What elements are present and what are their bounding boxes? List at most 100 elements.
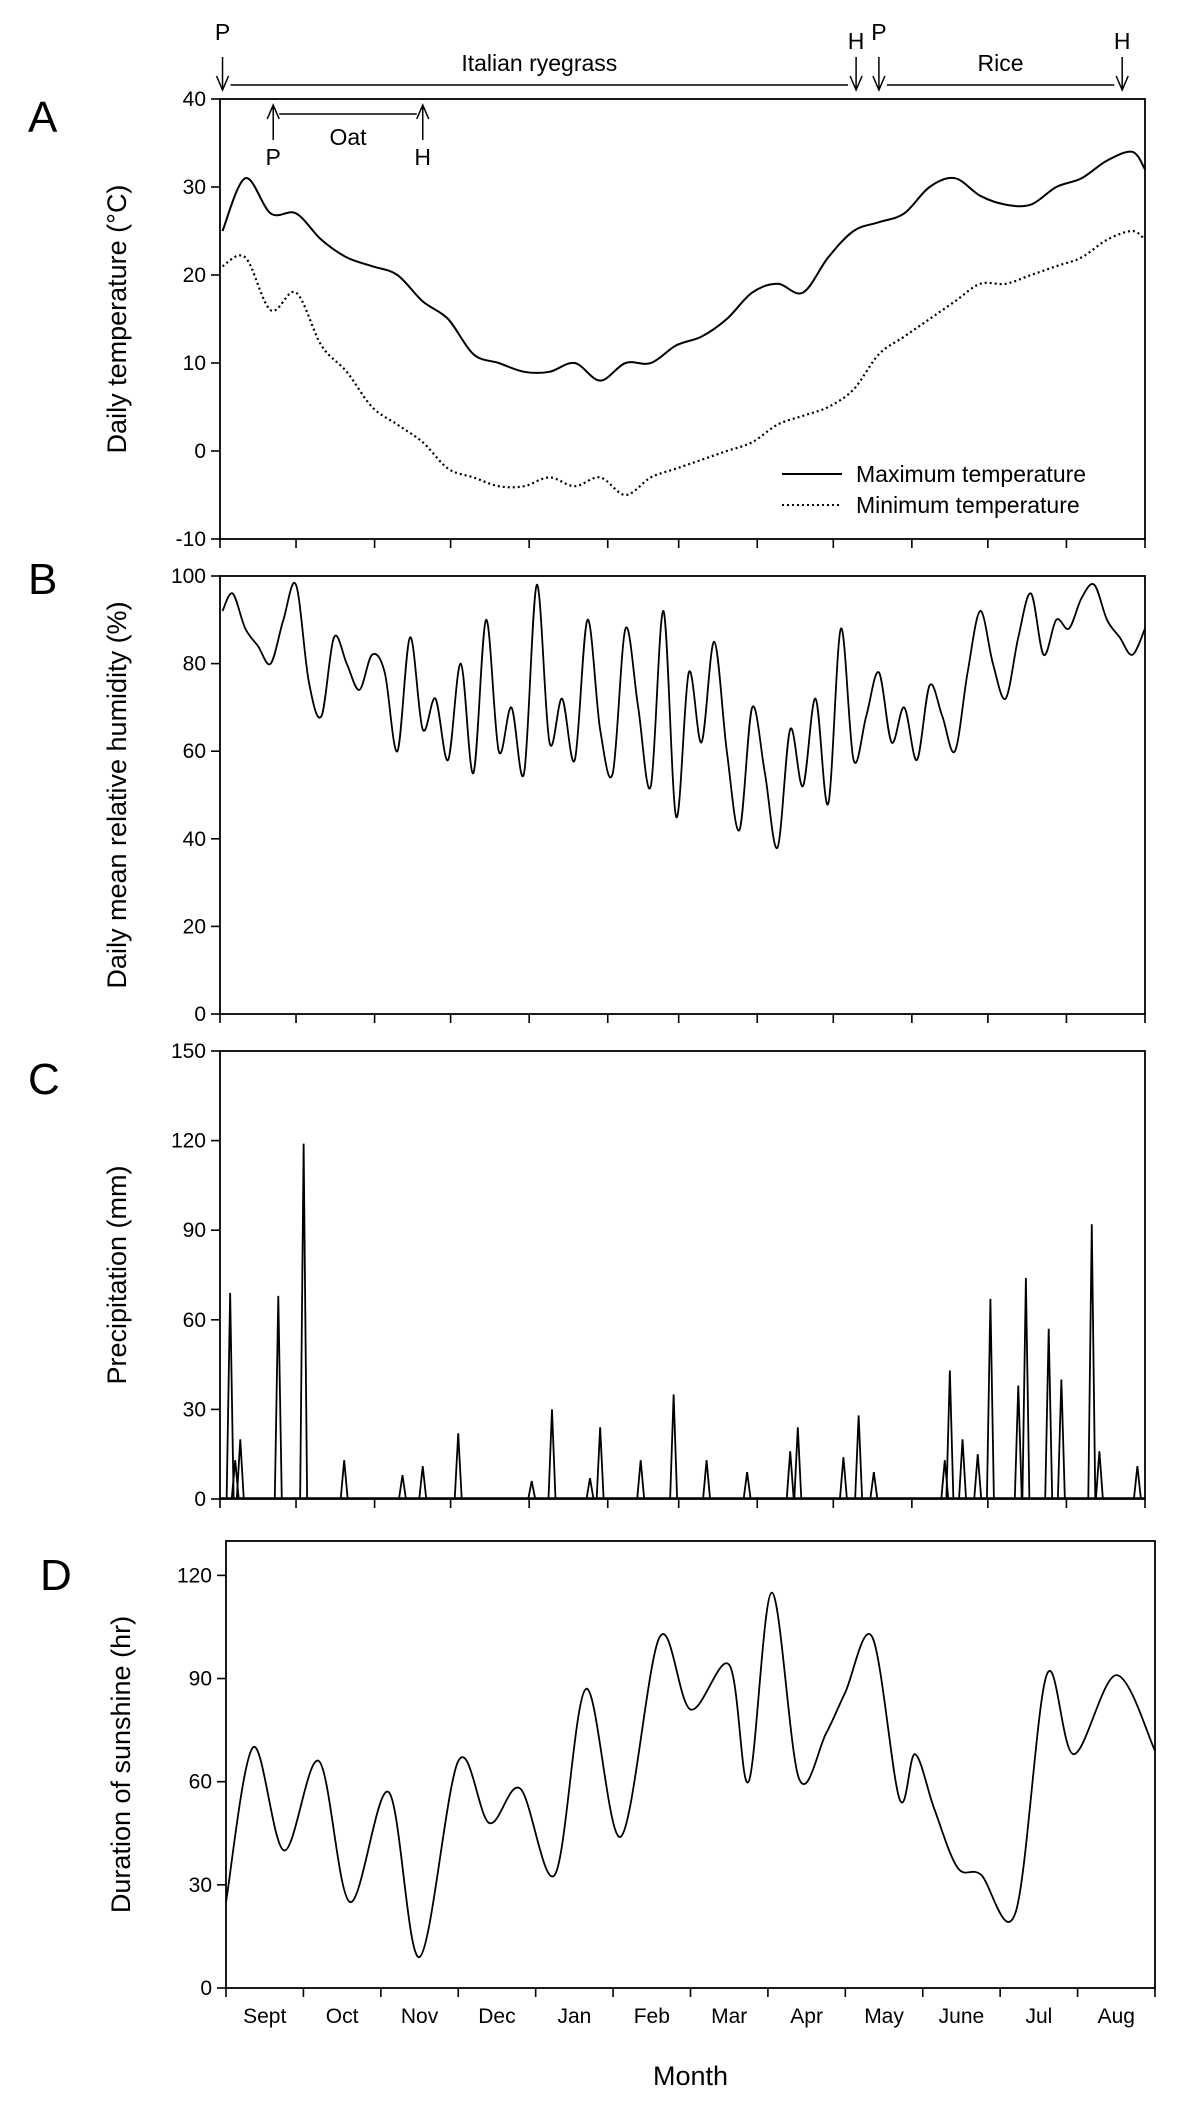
y-tick-label: 120	[171, 1130, 206, 1153]
y-tick-label: 20	[183, 264, 206, 287]
precipitation-event	[636, 1460, 646, 1500]
y-tick-label: 100	[171, 565, 206, 588]
precipitation-event	[453, 1433, 463, 1500]
precipitation-event	[702, 1460, 711, 1500]
panel-d-sunshine: 0 30 60 90 120 Duration of sunshine (hr) D Sept…	[40, 1540, 1156, 2091]
precipitation-event	[1094, 1451, 1104, 1500]
ryegrass-arrow-head	[215, 75, 230, 92]
y-axis-title: Duration of sunshine (hr)	[106, 1616, 136, 1913]
precipitation-event	[1013, 1385, 1023, 1500]
x-tick-label: Apr	[790, 2005, 823, 2028]
x-tick-label: Jan	[557, 2005, 591, 2028]
precipitation-event	[273, 1295, 283, 1500]
panel-letter: B	[28, 555, 57, 604]
y-tick-label: 0	[200, 1977, 212, 2000]
precipitation-event	[339, 1460, 349, 1500]
plot-frame	[219, 575, 1146, 1015]
max-temperature-line	[221, 150, 1146, 382]
y-tick-label: 90	[183, 1219, 206, 1242]
precipitation-event	[742, 1472, 752, 1500]
rice-arrow-head	[1115, 75, 1129, 92]
precipitation-event	[973, 1454, 983, 1500]
panel-b-humidity: 0 20 40 60 80 100 Daily mean relative humidity…	[28, 555, 1146, 1026]
panel-a-temperature: -10 0 10 20 30 40 Daily temperature (°C) A Maxim…	[28, 19, 1146, 551]
precipitation-event	[958, 1439, 967, 1500]
precipitation-event	[527, 1480, 537, 1500]
humidity-line	[221, 581, 1146, 849]
y-tick-label: 120	[177, 1564, 212, 1587]
precipitation-event	[299, 1143, 309, 1500]
precipitation-event	[1044, 1328, 1054, 1500]
plot-frame	[225, 1540, 1156, 1989]
precipitation-event	[869, 1472, 879, 1500]
x-axis-title: Month	[653, 2061, 728, 2091]
x-tick-label: Jul	[1025, 2005, 1052, 2028]
legend-max-label: Maximum temperature	[856, 461, 1086, 487]
precipitation-event	[1133, 1466, 1142, 1500]
precipitation-event	[595, 1427, 605, 1500]
rice-harvest-label: H	[1114, 28, 1131, 54]
rice-plant-label: P	[871, 19, 886, 45]
y-tick-label: 30	[189, 1874, 212, 1897]
plot-frame	[219, 98, 1146, 540]
ryegrass-name-label: Italian ryegrass	[461, 50, 617, 76]
plot-frame	[219, 1050, 1146, 1500]
rice-arrow-head	[872, 75, 886, 92]
precipitation-event	[839, 1457, 848, 1500]
x-tick-label: Feb	[634, 2005, 670, 2028]
precipitation-event	[547, 1409, 557, 1500]
x-tick-label: Mar	[711, 2005, 747, 2028]
x-tick-label: Dec	[478, 2005, 515, 2028]
y-tick-label: 90	[189, 1668, 212, 1691]
precipitation-event	[235, 1439, 245, 1500]
panel-c-precipitation: 0 30 60 90 120 150 Precipitation (mm) C	[28, 1040, 1146, 1511]
y-tick-label: 40	[183, 828, 206, 851]
x-tick-label: Aug	[1098, 2005, 1135, 2028]
x-tick-label: Nov	[401, 2005, 439, 2028]
precipitation-event	[1087, 1224, 1097, 1500]
ryegrass-plant-label: P	[215, 19, 230, 45]
x-tick-label: June	[939, 2005, 985, 2028]
oat-arrow-head	[266, 103, 280, 120]
x-tick-label: May	[864, 2005, 904, 2028]
y-tick-label: 60	[183, 740, 206, 763]
x-tick-label: Sept	[243, 2005, 286, 2028]
oat-arrow-head	[416, 103, 430, 120]
oat-harvest-label: H	[414, 144, 431, 170]
y-tick-label: 0	[194, 1488, 206, 1511]
precipitation-event	[669, 1394, 679, 1500]
precipitation-event	[785, 1451, 795, 1500]
sunshine-line	[225, 1591, 1156, 1959]
legend-min-label: Minimum temperature	[856, 492, 1080, 518]
y-tick-label: 60	[189, 1771, 212, 1794]
y-tick-label: 150	[171, 1040, 206, 1063]
ryegrass-arrow-head	[849, 75, 863, 92]
precipitation-event	[854, 1415, 864, 1500]
ryegrass-harvest-label: H	[848, 28, 865, 54]
precipitation-event	[986, 1298, 995, 1500]
precipitation-event	[398, 1474, 407, 1500]
precipitation-event	[793, 1427, 803, 1500]
y-axis-title: Daily mean relative humidity (%)	[102, 601, 132, 988]
y-tick-label: 80	[183, 653, 206, 676]
y-tick-label: 30	[183, 176, 206, 199]
y-tick-label: 20	[183, 915, 206, 938]
precipitation-event	[1021, 1277, 1031, 1500]
y-tick-label: 10	[183, 352, 206, 375]
y-tick-label: -10	[176, 528, 206, 551]
precipitation-event	[585, 1477, 595, 1500]
x-tick-label: Oct	[326, 2005, 359, 2028]
precipitation-event	[945, 1370, 955, 1500]
y-tick-label: 0	[194, 1003, 206, 1026]
panel-letter: A	[28, 93, 58, 142]
rice-name-label: Rice	[978, 50, 1024, 76]
y-tick-label: 60	[183, 1309, 206, 1332]
y-tick-label: 40	[183, 88, 206, 111]
y-axis-title: Daily temperature (°C)	[102, 185, 132, 454]
y-tick-label: 30	[183, 1398, 206, 1421]
panel-letter: D	[40, 1551, 72, 1600]
precipitation-event	[1056, 1379, 1066, 1500]
oat-name-label: Oat	[329, 124, 367, 150]
precipitation-event	[225, 1292, 235, 1500]
